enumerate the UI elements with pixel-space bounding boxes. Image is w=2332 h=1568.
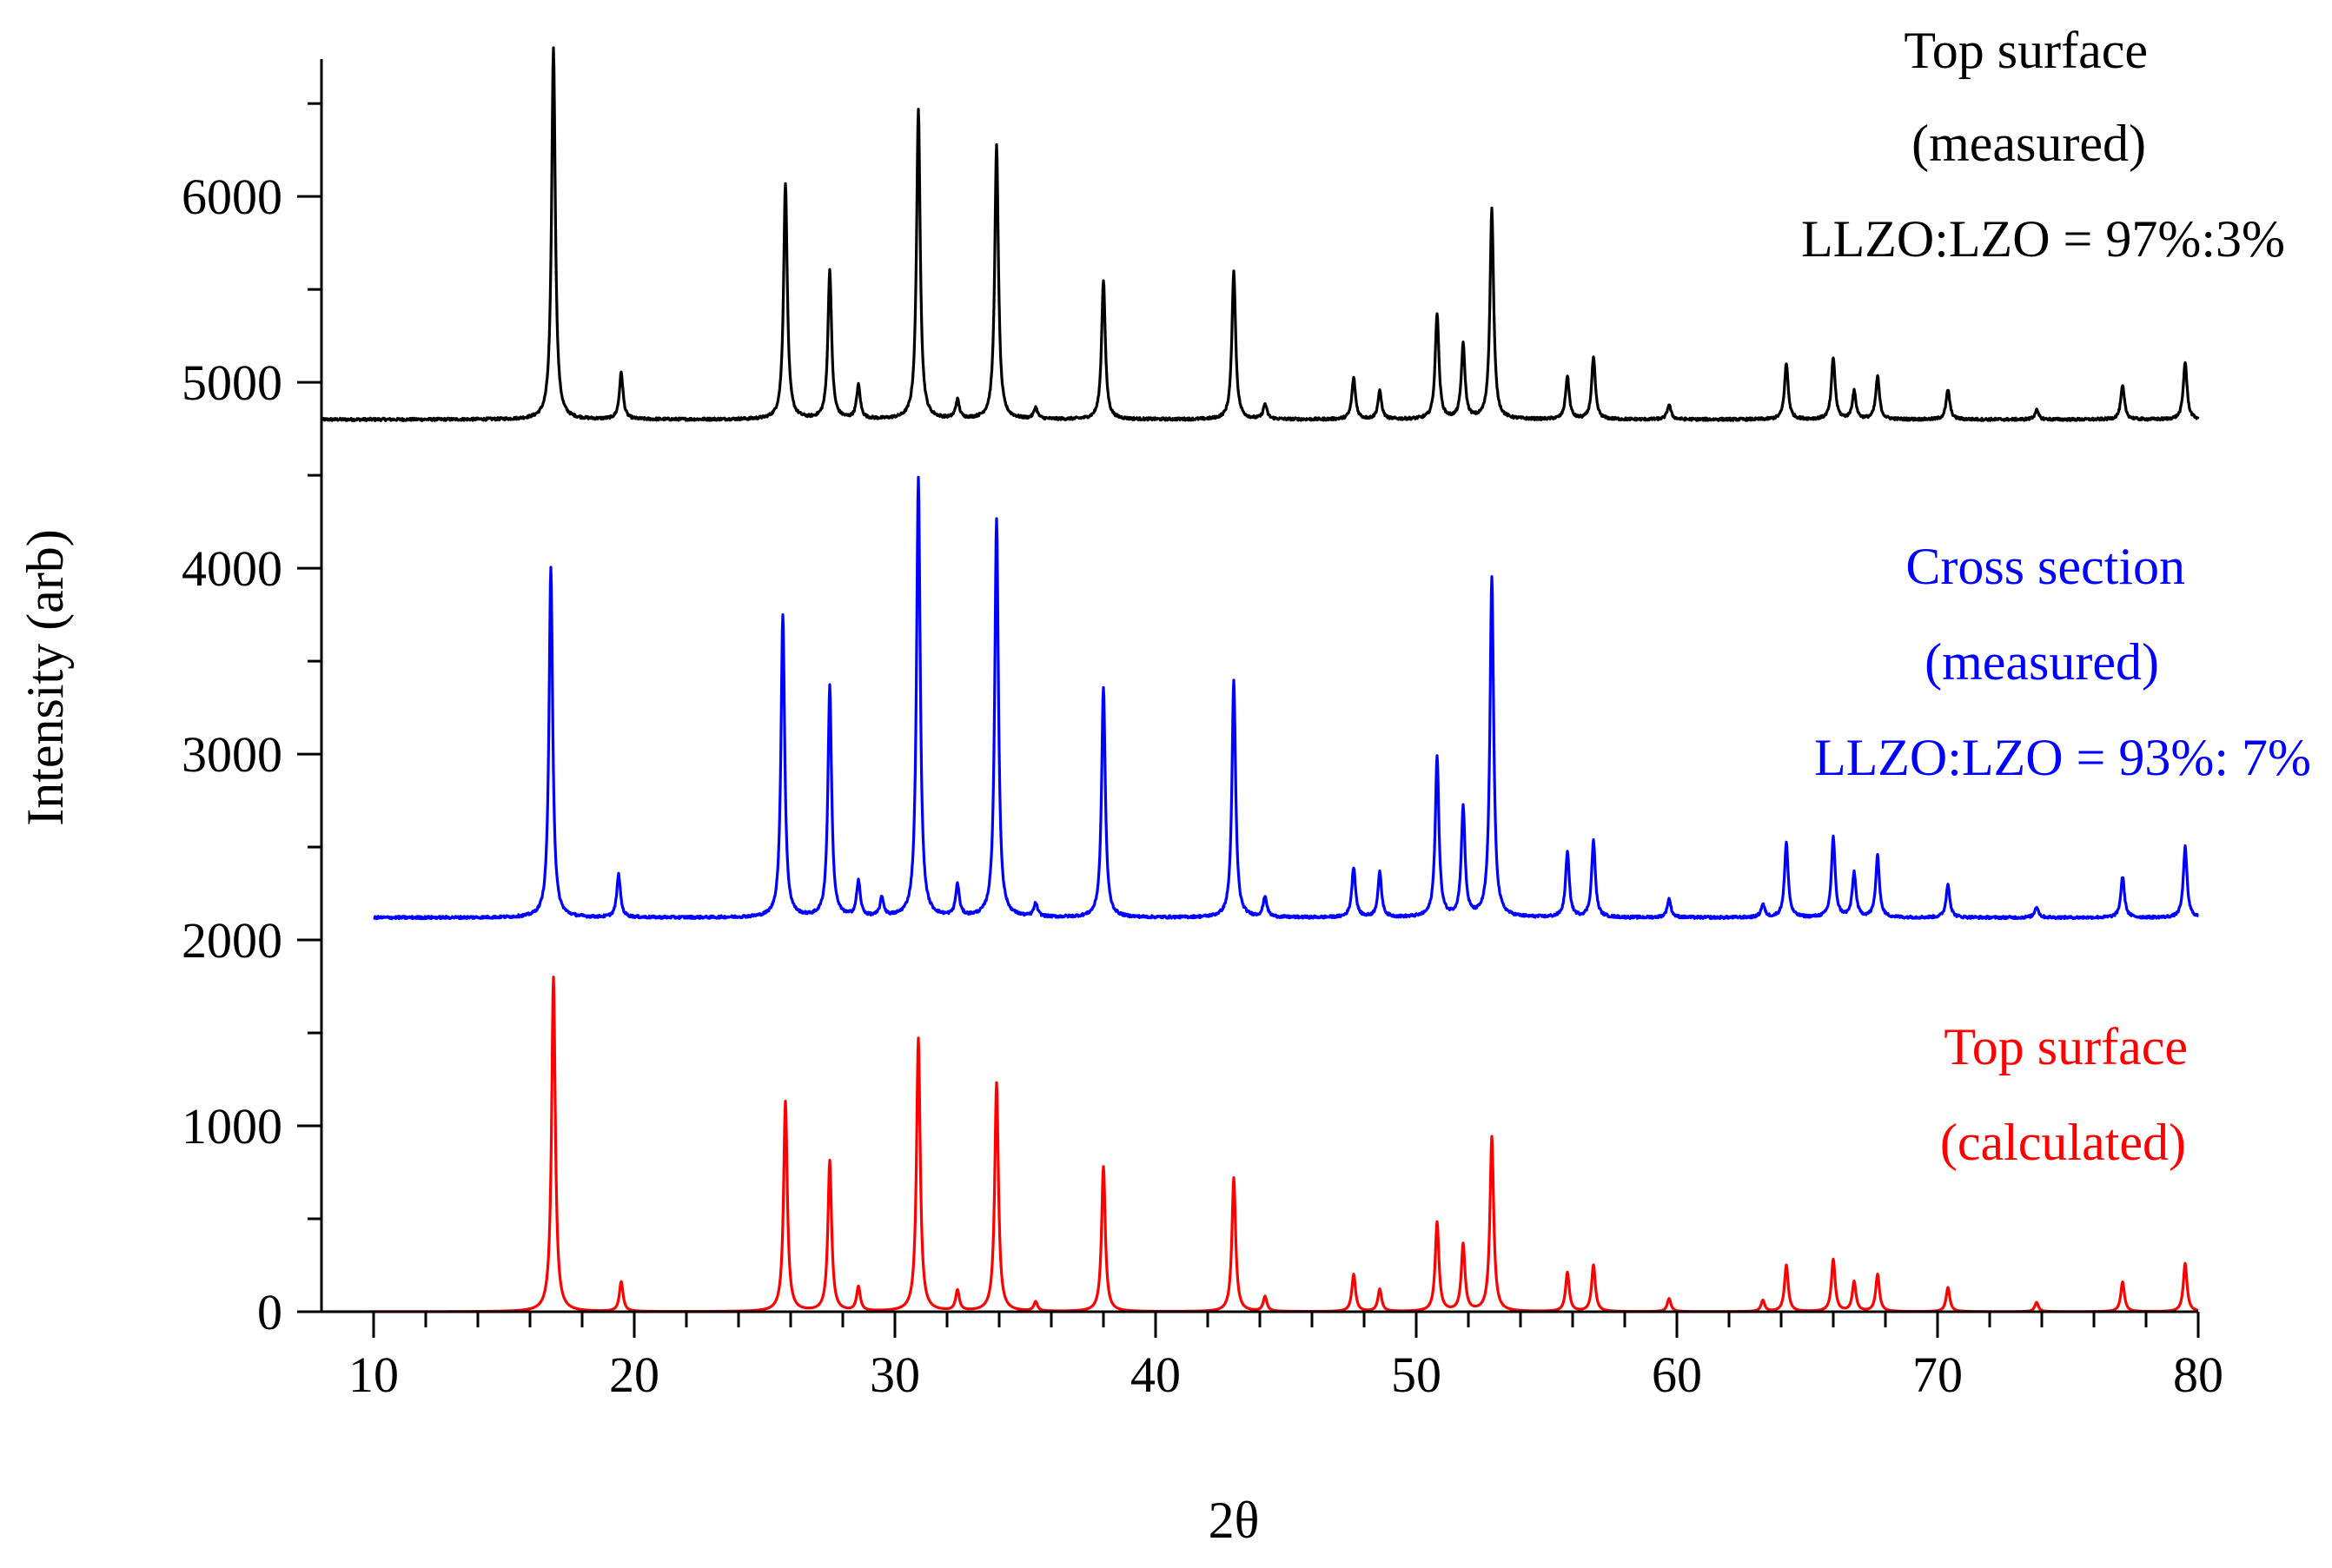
x-tick-label: 40 <box>1130 1346 1181 1403</box>
y-axis-title: Intensity (arb) <box>17 529 74 826</box>
x-axis-title: 2θ <box>1209 1492 1260 1549</box>
series-line-3 <box>321 976 2199 1313</box>
annotation-top-measured-line-1: Top surface <box>1904 22 2148 79</box>
annotation-cross-section-line-1: Cross section <box>1905 538 2185 595</box>
x-tick-label: 10 <box>348 1346 399 1403</box>
y-tick-label: 3000 <box>182 726 282 783</box>
x-tick-label: 30 <box>870 1346 920 1403</box>
y-tick-label: 6000 <box>182 169 282 225</box>
y-tick-label: 4000 <box>182 540 282 597</box>
x-tick-label: 70 <box>1912 1346 1963 1403</box>
annotation-top-calculated-line-1: Top surface <box>1944 1018 2188 1075</box>
x-tick-label: 60 <box>1652 1346 1702 1403</box>
y-tick-label: 5000 <box>182 354 282 411</box>
x-tick-label: 50 <box>1391 1346 1441 1403</box>
annotation-top-calculated-line-2: (calculated) <box>1940 1114 2186 1171</box>
y-tick-label: 1000 <box>182 1098 282 1154</box>
annotation-cross-section-line-2: (measured) <box>1925 633 2159 691</box>
y-tick-label: 2000 <box>182 912 282 969</box>
series-line-1 <box>320 46 2200 422</box>
series-line-2 <box>373 475 2199 921</box>
y-tick-label: 0 <box>257 1284 282 1340</box>
annotation-top-measured-line-3: LLZO:LZO = 97%:3% <box>1801 210 2285 268</box>
annotation-top-measured-line-2: (measured) <box>1911 115 2146 172</box>
annotation-cross-section-line-3: LLZO:LZO = 93%: 7% <box>1814 729 2311 786</box>
x-tick-label: 20 <box>609 1346 659 1403</box>
x-tick-label: 80 <box>2173 1346 2223 1403</box>
axes-layer: 10 20 30 40 50 60 70 80 0 1000 2000 3000 4000 5000 600… <box>182 59 2223 1403</box>
